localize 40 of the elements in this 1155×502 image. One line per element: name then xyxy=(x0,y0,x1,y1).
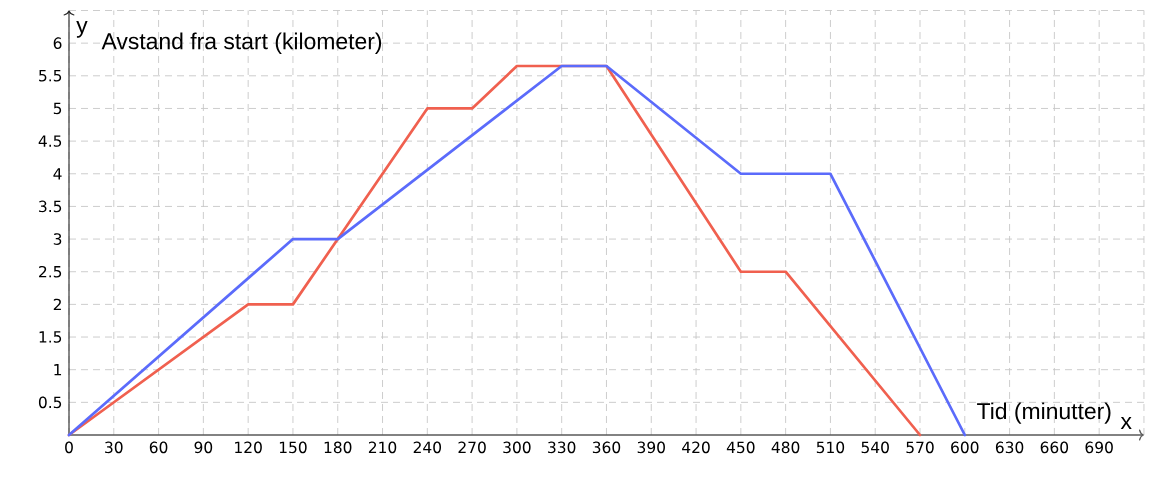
y-tick-label: 4 xyxy=(53,168,62,180)
x-tick-label: 540 xyxy=(861,441,889,454)
y-tick-label: 4.5 xyxy=(38,135,62,147)
x-tick-label: 690 xyxy=(1085,441,1113,454)
y-tick-label: 1 xyxy=(54,364,62,376)
x-tick-label: 510 xyxy=(816,441,845,454)
annotation: y xyxy=(76,20,88,38)
x-tick-label: 210 xyxy=(368,441,397,454)
x-tick-label: 120 xyxy=(235,441,262,454)
x-tick-label: 90 xyxy=(194,441,213,454)
x-tick-label: 180 xyxy=(324,441,352,454)
x-tick-label: 390 xyxy=(637,441,665,454)
y-axis-title: Avstand fra start (kilometer) xyxy=(101,32,382,54)
y-tick-label: 3.5 xyxy=(39,200,62,213)
y-tick-label: 6 xyxy=(53,37,62,49)
y-tick-label: 5 xyxy=(53,102,62,115)
y-tick-label: 0.5 xyxy=(38,396,62,409)
y-tick-label: 2 xyxy=(53,298,61,311)
y-tick-label: 5.5 xyxy=(39,70,62,82)
x-tick-label: 330 xyxy=(548,441,576,454)
x-tick-label: 630 xyxy=(995,441,1024,454)
x-tick-label: 660 xyxy=(1040,441,1069,454)
y-tick-label: 2.5 xyxy=(39,265,62,278)
y-tick-label: 1.5 xyxy=(39,331,62,343)
annotation: x xyxy=(1120,416,1132,430)
x-tick-label: 0 xyxy=(65,441,73,454)
x-tick-label: 300 xyxy=(503,441,531,454)
x-tick-label: 60 xyxy=(149,441,168,454)
x-axis-title: Tid (minutter) xyxy=(977,402,1111,424)
x-tick-label: 270 xyxy=(458,441,486,454)
x-tick-label: 360 xyxy=(592,441,621,454)
y-tick-label: 3 xyxy=(53,233,62,245)
x-tick-label: 570 xyxy=(906,441,934,454)
x-tick-label: 240 xyxy=(413,441,442,454)
x-tick-label: 30 xyxy=(105,441,123,454)
x-tick-label: 420 xyxy=(682,441,710,454)
x-tick-label: 450 xyxy=(726,441,755,454)
x-tick-label: 150 xyxy=(279,441,307,454)
x-tick-label: 480 xyxy=(771,441,800,454)
x-tick-label: 600 xyxy=(951,441,979,454)
